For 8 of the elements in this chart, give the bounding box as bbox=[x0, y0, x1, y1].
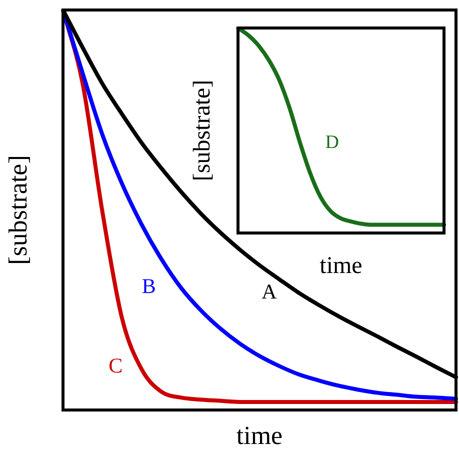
x-axis-title: time bbox=[320, 252, 362, 279]
y-axis-title: [substrate] bbox=[190, 80, 216, 182]
series-label: C bbox=[108, 354, 123, 378]
series-label: B bbox=[142, 274, 156, 298]
series-label: D bbox=[325, 132, 339, 153]
x-axis-title: time bbox=[236, 421, 283, 450]
y-axis-title: [substrate] bbox=[3, 155, 32, 265]
series-label: A bbox=[262, 280, 278, 304]
